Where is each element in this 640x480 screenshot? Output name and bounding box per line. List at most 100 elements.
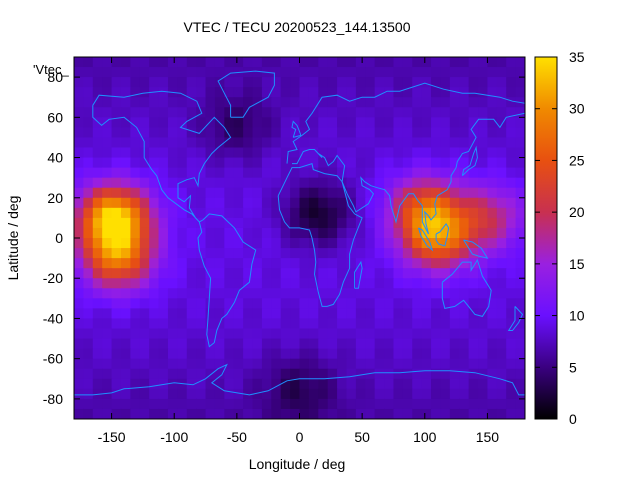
heatmap-cell: [496, 338, 507, 350]
heatmap-cell: [233, 87, 244, 98]
heatmap-cell: [346, 87, 357, 98]
heatmap-cell: [74, 238, 84, 249]
heatmap-cell: [167, 318, 178, 330]
heatmap-cell: [327, 67, 338, 78]
heatmap-cell: [149, 57, 160, 68]
tec-heatmap: [74, 57, 525, 419]
heatmap-cell: [374, 248, 385, 259]
heatmap-cell: [346, 217, 357, 229]
heatmap-cell: [196, 378, 207, 390]
heatmap-cell: [83, 238, 94, 249]
heatmap-cell: [440, 187, 451, 199]
heatmap-cell: [74, 157, 84, 169]
heatmap-cell: [468, 288, 479, 299]
heatmap-cell: [74, 97, 84, 108]
heatmap-cell: [102, 207, 113, 219]
heatmap-cell: [468, 348, 479, 360]
heatmap-cell: [130, 57, 141, 68]
heatmap-cell: [102, 298, 113, 309]
heatmap-cell: [186, 227, 197, 239]
heatmap-cell: [449, 378, 460, 390]
heatmap-cell: [515, 157, 525, 169]
heatmap-cell: [102, 368, 113, 380]
heatmap-cell: [186, 57, 197, 68]
heatmap-cell: [261, 318, 272, 330]
heatmap-cell: [233, 217, 244, 229]
heatmap-cell: [83, 328, 94, 340]
heatmap-cell: [496, 147, 507, 159]
heatmap-cell: [374, 57, 385, 68]
heatmap-cell: [214, 378, 225, 390]
heatmap-cell: [402, 207, 413, 219]
heatmap-cell: [280, 157, 291, 169]
heatmap-cell: [290, 378, 301, 390]
heatmap-cell: [224, 398, 235, 410]
heatmap-cell: [327, 388, 338, 400]
heatmap-cell: [83, 67, 94, 78]
heatmap-cell: [130, 308, 141, 320]
heatmap-cell: [412, 67, 423, 78]
heatmap-cell: [139, 177, 150, 189]
heatmap-cell: [365, 338, 376, 350]
heatmap-cell: [271, 127, 282, 139]
heatmap-cell: [214, 147, 225, 159]
heatmap-cell: [111, 358, 122, 370]
heatmap-cell: [355, 288, 366, 299]
heatmap-cell: [196, 258, 207, 269]
y-tick-label: -60: [43, 351, 63, 367]
heatmap-cell: [459, 408, 470, 419]
heatmap-cell: [196, 87, 207, 98]
heatmap-cell: [271, 338, 282, 350]
heatmap-cell: [421, 398, 432, 410]
heatmap-cell: [130, 117, 141, 128]
heatmap-cell: [130, 187, 141, 199]
heatmap-cell: [92, 137, 103, 149]
heatmap-cell: [139, 117, 150, 128]
heatmap-cell: [449, 117, 460, 128]
heatmap-cell: [196, 137, 207, 149]
heatmap-cell: [120, 57, 131, 68]
heatmap-cell: [177, 87, 188, 98]
heatmap-cell: [214, 197, 225, 209]
heatmap-cell: [271, 137, 282, 149]
heatmap-cell: [478, 408, 489, 419]
heatmap-cell: [431, 248, 442, 259]
heatmap-cell: [412, 298, 423, 309]
heatmap-cell: [412, 278, 423, 289]
heatmap-cell: [196, 298, 207, 309]
heatmap-cell: [74, 227, 84, 239]
heatmap-cell: [327, 358, 338, 370]
heatmap-cell: [421, 57, 432, 68]
heatmap-cell: [449, 217, 460, 229]
heatmap-cell: [308, 187, 319, 199]
heatmap-cell: [468, 97, 479, 108]
heatmap-cell: [327, 117, 338, 128]
heatmap-cell: [261, 358, 272, 370]
heatmap-cell: [459, 368, 470, 380]
heatmap-cell: [327, 258, 338, 269]
heatmap-cell: [167, 348, 178, 360]
heatmap-cell: [449, 238, 460, 249]
heatmap-cell: [308, 258, 319, 269]
heatmap-cell: [346, 207, 357, 219]
heatmap-cell: [130, 318, 141, 330]
heatmap-cell: [111, 348, 122, 360]
heatmap-cell: [506, 408, 517, 419]
heatmap-cell: [515, 378, 525, 390]
heatmap-cell: [224, 248, 235, 259]
y-tick-label: 80: [47, 69, 63, 85]
heatmap-cell: [205, 408, 216, 419]
heatmap-cell: [196, 288, 207, 299]
heatmap-cell: [431, 398, 442, 410]
heatmap-cell: [243, 187, 254, 199]
heatmap-cell: [374, 398, 385, 410]
heatmap-cell: [355, 278, 366, 289]
heatmap-cell: [186, 167, 197, 179]
coastline-madagascar: [354, 260, 363, 289]
heatmap-cell: [421, 378, 432, 390]
heatmap-cell: [186, 197, 197, 209]
heatmap-cell: [374, 298, 385, 309]
heatmap-cell: [74, 358, 84, 370]
heatmap-cell: [120, 227, 131, 239]
heatmap-cell: [271, 167, 282, 179]
